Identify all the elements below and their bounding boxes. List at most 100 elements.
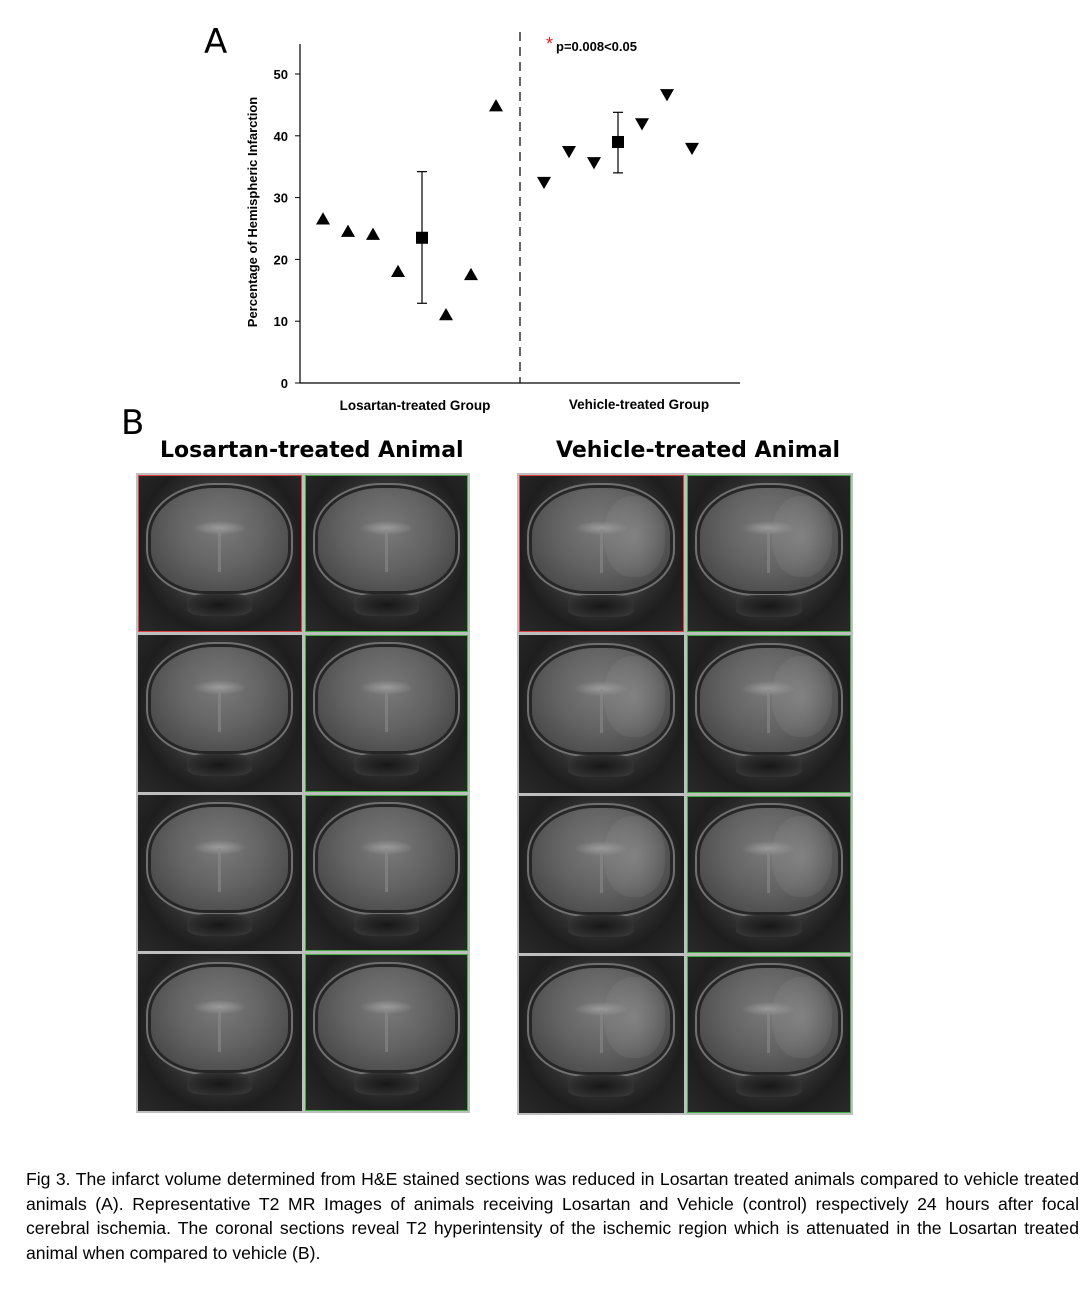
midline: [767, 849, 771, 894]
group-mean-marker: [612, 135, 624, 148]
mri-section-image: [686, 955, 851, 1113]
mri-section-image: [138, 794, 302, 952]
brain-section: [699, 487, 838, 592]
mri-section-image: [686, 475, 851, 633]
infarction-scatter-chart: 0 10 20 30 40 50 Percentage of Hemispheric In…: [245, 32, 740, 413]
figure-caption: Fig 3. The infarct volume determined fro…: [26, 1169, 1079, 1263]
brain-section: [151, 487, 289, 591]
midline: [218, 848, 222, 892]
ventricle: [358, 840, 414, 855]
skull-base: [568, 915, 635, 937]
skull-base: [735, 594, 802, 617]
ventricle: [358, 680, 414, 695]
skull-base: [735, 915, 802, 937]
vehicle-animal-title: Vehicle-treated Animal: [556, 438, 841, 463]
panel-a-label: A: [204, 22, 228, 62]
skull-base: [187, 753, 253, 776]
midline: [384, 848, 388, 892]
brain-section: [317, 966, 455, 1071]
ventricle: [192, 840, 248, 855]
midline: [218, 688, 222, 733]
vehicle-data-point: [660, 89, 674, 102]
y-tick-label: 30: [274, 191, 288, 206]
brain-section: [532, 808, 671, 912]
y-tick-label: 40: [274, 129, 288, 144]
panel-b-label: B: [121, 403, 145, 443]
skull-base: [353, 594, 419, 617]
mri-section-image: [138, 954, 302, 1111]
mri-section-image: [304, 954, 468, 1111]
midline: [384, 688, 388, 733]
mri-section-image: [304, 634, 468, 792]
vehicle-data-point: [562, 146, 576, 159]
skull-base: [568, 754, 635, 777]
y-tick-label: 10: [274, 314, 288, 329]
brain-section: [532, 968, 671, 1073]
ventricle: [192, 520, 248, 536]
brain-section: [151, 966, 289, 1071]
mri-section-image: [304, 475, 468, 632]
brain-section: [151, 807, 289, 911]
ventricle: [192, 680, 248, 695]
chart-marks: [316, 89, 699, 321]
brain-section: [317, 807, 455, 911]
mri-section-image: [304, 794, 468, 952]
mri-section-image: [686, 635, 851, 793]
midline: [599, 849, 603, 894]
vehicle-data-point: [537, 176, 551, 190]
midline: [767, 529, 771, 573]
skull-base: [187, 913, 253, 936]
y-tick-label: 20: [274, 252, 288, 267]
losartan-data-point: [489, 99, 503, 112]
brain-section: [151, 647, 289, 751]
y-tick-label: 0: [281, 376, 288, 391]
mri-section-image: [686, 795, 851, 953]
mri-section-image: [519, 475, 684, 633]
group-mean-marker: [416, 231, 428, 244]
midline: [599, 1009, 603, 1054]
vehicle-data-point: [587, 157, 601, 170]
midline: [384, 1008, 388, 1052]
midline: [218, 528, 222, 573]
losartan-data-point: [341, 224, 355, 237]
skull-base: [735, 1075, 802, 1098]
skull-base: [187, 1073, 253, 1096]
skull-base: [353, 1073, 419, 1096]
brain-section: [532, 647, 671, 752]
ventricle: [192, 999, 248, 1015]
group-label-losartan: Losartan-treated Group: [340, 398, 491, 413]
midline: [767, 689, 771, 733]
brain-section: [317, 487, 455, 591]
skull-base: [568, 1075, 635, 1098]
chart-axes: [299, 32, 740, 384]
brain-section: [317, 647, 455, 751]
ventricle: [358, 520, 414, 536]
y-axis-label: Percentage of Hemispheric Infarction: [245, 97, 260, 328]
brain-section: [532, 487, 671, 592]
losartan-data-point: [464, 267, 478, 281]
vehicle-mri-grid: [517, 473, 853, 1115]
mri-section-image: [519, 635, 684, 793]
midline: [384, 528, 388, 573]
ventricle: [358, 999, 414, 1015]
mri-section-image: [138, 634, 302, 792]
skull-base: [568, 594, 635, 617]
losartan-mri-grid: [136, 473, 470, 1113]
skull-base: [353, 753, 419, 776]
brain-section: [699, 647, 838, 752]
skull-base: [187, 594, 253, 617]
midline: [599, 689, 603, 733]
midline: [599, 529, 603, 573]
group-label-vehicle: Vehicle-treated Group: [569, 397, 709, 412]
y-tick-label: 50: [274, 67, 288, 82]
midline: [767, 1009, 771, 1054]
mri-section-image: [138, 475, 302, 632]
y-ticks: 0 10 20 30 40 50: [274, 67, 300, 391]
significance-asterisk: *: [546, 34, 553, 54]
losartan-data-point: [316, 212, 330, 225]
losartan-data-point: [366, 227, 380, 240]
vehicle-data-point: [685, 142, 699, 156]
mri-section-image: [519, 795, 684, 953]
losartan-data-point: [439, 308, 453, 321]
skull-base: [735, 754, 802, 777]
